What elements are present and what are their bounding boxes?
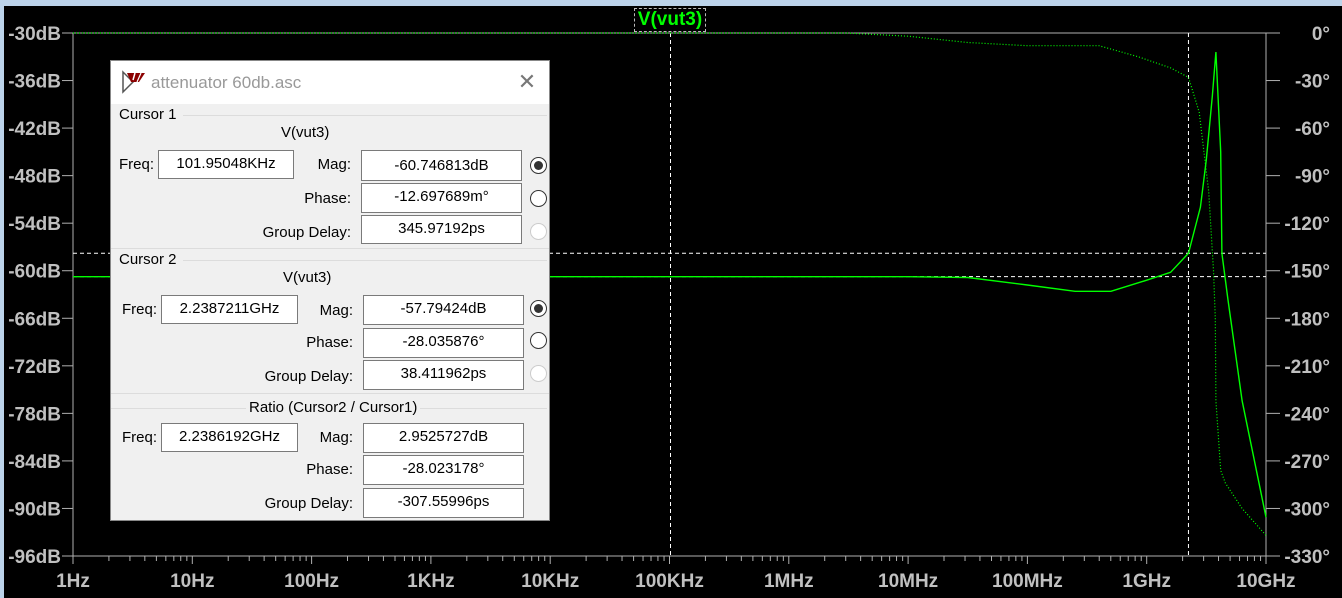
ratio-heading: Ratio (Cursor2 / Cursor1) xyxy=(246,399,421,416)
trace-label-vvut3[interactable]: V(vut3) xyxy=(634,8,706,32)
group-line xyxy=(183,115,547,116)
cursor2-mag-value: -57.79424dB xyxy=(363,295,524,325)
y-left-tick-label: -72dB xyxy=(8,357,61,378)
y-right-tick-label: -330° xyxy=(1284,547,1330,568)
x-tick-label: 1Hz xyxy=(56,571,90,592)
y-right-tick-label: -30° xyxy=(1295,72,1330,93)
x-tick-label: 100KHz xyxy=(635,571,704,592)
dialog-titlebar[interactable]: attenuator 60db.asc ✕ xyxy=(111,61,549,104)
cursor2-freq-label: Freq: xyxy=(121,301,157,318)
y-right-tick-label: -210° xyxy=(1284,357,1330,378)
y-left-tick-label: -90dB xyxy=(8,499,61,520)
y-left-tick-label: -96dB xyxy=(8,547,61,568)
cursor-dialog: attenuator 60db.asc ✕ Cursor 1 V(vut3) F… xyxy=(110,60,550,521)
cursor2-group-delay-label: Group Delay: xyxy=(264,368,353,385)
cursor2-mag-label: Mag: xyxy=(319,302,353,319)
ratio-phase-label: Phase: xyxy=(306,461,353,478)
magnitude-trace xyxy=(73,51,1267,518)
y-right-tick-label: -150° xyxy=(1284,262,1330,283)
separator xyxy=(111,248,549,249)
ratio-phase-value: -28.023178° xyxy=(363,455,524,485)
cursor1-mag-radio[interactable] xyxy=(530,157,547,174)
y-left-tick-label: -84dB xyxy=(8,452,61,473)
cursor1-mag-label: Mag: xyxy=(317,156,351,173)
x-tick-label: 1GHz xyxy=(1122,571,1171,592)
ratio-freq-label: Freq: xyxy=(121,429,157,446)
x-tick-label: 10Hz xyxy=(170,571,214,592)
x-tick-label: 10GHz xyxy=(1236,571,1295,592)
y-right-tick-label: -180° xyxy=(1284,309,1330,330)
y-left-tick-label: -60dB xyxy=(8,262,61,283)
traces xyxy=(72,32,1267,536)
separator xyxy=(111,393,549,394)
cursor1-phase-label: Phase: xyxy=(304,190,351,207)
ratio-mag-label: Mag: xyxy=(319,429,353,446)
plot-axes: -30dB -36dB -42dB -48dB -54dB -60dB -66dB -72dB… xyxy=(8,24,1330,592)
x-tick-label: 10KHz xyxy=(521,571,579,592)
dialog-title: attenuator 60db.asc xyxy=(151,73,302,92)
y-right-tick-label: -90° xyxy=(1295,167,1330,188)
cursor2-phase-radio[interactable] xyxy=(530,332,547,349)
y-right-tick-label: -270° xyxy=(1284,452,1330,473)
cursor1-phase-value: -12.697689m° xyxy=(361,183,522,213)
cursor1-freq-label: Freq: xyxy=(118,156,154,173)
cursor1-trace: V(vut3) xyxy=(281,124,330,141)
ltspice-logo-icon xyxy=(122,70,145,94)
cursor1-group-delay-value: 345.97192ps xyxy=(361,215,522,244)
y-left-tick-label: -78dB xyxy=(8,404,61,425)
ratio-group-delay-label: Group Delay: xyxy=(264,495,353,512)
x-tick-label: 100MHz xyxy=(992,571,1063,592)
cursor2-mag-radio[interactable] xyxy=(530,300,547,317)
y-right-tick-label: -120° xyxy=(1284,214,1330,235)
y-left-tick-label: -42dB xyxy=(8,119,61,140)
x-tick-label: 1MHz xyxy=(764,571,814,592)
y-left-tick-label: -48dB xyxy=(8,167,61,188)
cursor1-freq-input[interactable]: 101.95048KHz xyxy=(158,150,294,179)
x-tick-label: 10MHz xyxy=(878,571,938,592)
ratio-freq-value: 2.2386192GHz xyxy=(161,423,298,452)
x-tick-label: 100Hz xyxy=(284,571,339,592)
y-right-tick-label: -300° xyxy=(1284,499,1330,520)
cursor1-group-delay-radio[interactable] xyxy=(530,223,547,240)
y-left-tick-label: -54dB xyxy=(8,214,61,235)
y-left-tick-label: -66dB xyxy=(8,309,61,330)
ratio-group-delay-value: -307.55996ps xyxy=(363,488,524,518)
cursor1-mag-value: -60.746813dB xyxy=(361,150,522,181)
cursor2-freq-input[interactable]: 2.2387211GHz xyxy=(161,295,298,324)
window-top-border xyxy=(0,0,1342,6)
x-tick-label: 1KHz xyxy=(407,571,455,592)
y-right-tick-label: -240° xyxy=(1284,404,1330,425)
window-left-border xyxy=(0,0,4,598)
y-left-tick-label: -30dB xyxy=(8,24,61,45)
cursor2-heading: Cursor 2 xyxy=(119,251,177,268)
cursor2-trace: V(vut3) xyxy=(283,269,332,286)
phase-trace xyxy=(73,32,1267,536)
cursor2-phase-label: Phase: xyxy=(306,334,353,351)
y-left-tick-label: -36dB xyxy=(8,72,61,93)
cursor2-phase-value: -28.035876° xyxy=(363,328,524,358)
cursor1-group-delay-label: Group Delay: xyxy=(262,224,351,241)
close-x-icon[interactable]: ✕ xyxy=(517,69,537,94)
ratio-mag-value: 2.9525727dB xyxy=(363,423,524,453)
cursor1-heading: Cursor 1 xyxy=(119,106,177,123)
cursor2-group-delay-value: 38.411962ps xyxy=(363,360,524,390)
y-right-tick-label: -60° xyxy=(1295,119,1330,140)
cursor1-phase-radio[interactable] xyxy=(530,190,547,207)
cursor2-group-delay-radio[interactable] xyxy=(530,365,547,382)
group-line xyxy=(183,260,547,261)
y-right-tick-label: 0° xyxy=(1312,24,1330,45)
